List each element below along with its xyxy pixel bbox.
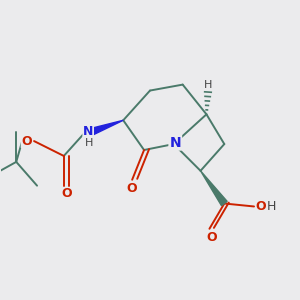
Text: H: H	[85, 139, 93, 148]
Polygon shape	[89, 120, 123, 136]
Text: O: O	[61, 188, 72, 200]
Text: O: O	[255, 200, 266, 213]
Text: N: N	[169, 136, 181, 150]
Text: O: O	[206, 231, 217, 244]
Text: H: H	[267, 200, 276, 213]
Polygon shape	[200, 171, 227, 206]
Text: O: O	[126, 182, 137, 194]
Text: N: N	[83, 125, 93, 138]
Text: O: O	[21, 135, 32, 148]
Text: H: H	[204, 80, 213, 90]
